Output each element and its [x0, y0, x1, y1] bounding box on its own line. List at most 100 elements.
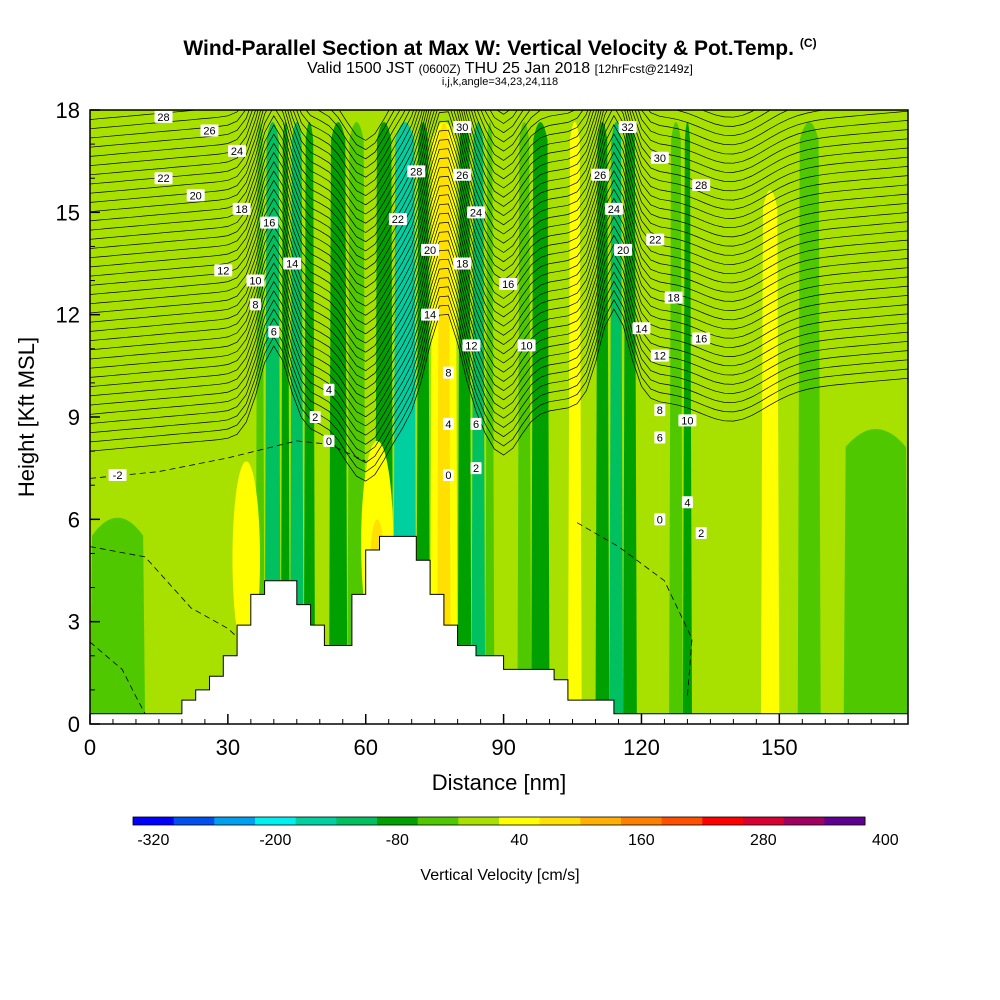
x-tick-label-3: 90: [491, 735, 515, 760]
theta-contour-2: [90, 289, 908, 464]
svg-text:16: 16: [502, 279, 514, 291]
svg-text:12: 12: [654, 351, 666, 363]
svg-text:26: 26: [594, 170, 606, 182]
theta-label-19: 24: [467, 206, 486, 219]
colorbar-swatch-5: [336, 817, 378, 825]
svg-text:8: 8: [252, 299, 258, 311]
velocity-band-25: [797, 122, 821, 724]
theta-label-25: 12: [462, 339, 481, 352]
colorbar-swatch-9: [499, 817, 541, 825]
svg-text:28: 28: [157, 112, 169, 124]
theta-label-44: 10: [678, 414, 697, 427]
theta-contour-24: [90, 110, 908, 261]
velocity-band-26: [843, 429, 908, 724]
colorbar-tick-0: -320: [137, 832, 169, 849]
y-tick-label-3: 9: [68, 405, 80, 430]
svg-text:20: 20: [190, 190, 202, 202]
theta-label-32: 32: [618, 121, 637, 134]
colorbar-swatch-17: [824, 817, 866, 825]
colorbar-tick-4: 160: [628, 832, 655, 849]
theta-label-39: 18: [664, 291, 683, 305]
svg-text:22: 22: [157, 173, 169, 185]
velocity-band-7: [347, 122, 366, 724]
velocity-band-24: [760, 190, 780, 724]
svg-text:6: 6: [473, 419, 479, 431]
svg-text:22: 22: [392, 214, 404, 226]
theta-contour-8: [90, 234, 908, 408]
svg-text:14: 14: [635, 323, 647, 335]
svg-text:6: 6: [271, 327, 277, 339]
svg-text:26: 26: [456, 170, 468, 182]
terrain-profile: [90, 535, 908, 724]
colorbar-swatch-8: [458, 817, 500, 825]
forecast-info: [12hrFcst@2149z]: [594, 62, 693, 76]
theta-contour-6: [90, 252, 908, 427]
terrain: [90, 535, 908, 724]
colorbar-swatch-12: [621, 817, 663, 825]
valid-time: Valid 1500 JST: [307, 60, 415, 77]
theta-label-27: 8: [442, 366, 454, 380]
svg-text:24: 24: [608, 204, 620, 216]
colorbar-swatch-0: [133, 817, 175, 825]
theta-label-3: 22: [154, 172, 173, 185]
colorbar-tick-6: 400: [872, 832, 899, 849]
svg-text:4: 4: [326, 385, 332, 397]
theta-contour-16: [90, 160, 908, 335]
y-tick-label-5: 15: [56, 200, 80, 225]
y-tick-label-6: 18: [56, 98, 80, 123]
svg-text:16: 16: [695, 334, 707, 346]
theta-label-12: 4: [323, 383, 335, 397]
theta-label-33: 30: [650, 151, 669, 165]
chart-subtitle: Valid 1500 JST (0600Z) THU 25 Jan 2018 […: [0, 60, 1000, 78]
svg-text:14: 14: [424, 310, 436, 322]
svg-text:8: 8: [445, 368, 451, 380]
y-tick-label-1: 3: [68, 610, 80, 635]
colorbar-swatch-13: [661, 817, 703, 825]
theta-label-10: 8: [249, 298, 261, 311]
colorbar-swatch-1: [173, 817, 215, 825]
colorbar-swatch-6: [377, 817, 419, 825]
theta-contour-20: [90, 124, 908, 298]
theta-label-28: 4: [442, 417, 454, 431]
potential-temperature-contours: [90, 110, 908, 714]
svg-text:2: 2: [698, 528, 704, 540]
svg-text:12: 12: [217, 265, 229, 277]
theta-label-17: 28: [407, 165, 426, 178]
theta-contour-12: [90, 197, 908, 372]
svg-text:4: 4: [684, 497, 690, 509]
svg-text:24: 24: [231, 146, 243, 158]
theta-contour-31: [90, 110, 789, 197]
colorbar-swatch-14: [702, 817, 744, 825]
theta-contour-7: [90, 243, 908, 418]
theta-contour-14: [90, 179, 908, 353]
theta-contour-29: [90, 110, 908, 215]
theta-contour-37: [90, 110, 511, 141]
svg-text:12: 12: [465, 340, 477, 352]
theta-label-35: 26: [591, 168, 610, 182]
velocity-band-18: [567, 122, 582, 724]
theta-label-26: 10: [517, 339, 536, 352]
colorbar-swatch-15: [743, 817, 785, 825]
svg-text:0: 0: [445, 470, 451, 482]
theta-contour-10: [90, 216, 908, 390]
svg-text:24: 24: [470, 207, 482, 219]
theta-label-38: 20: [614, 243, 633, 257]
theta-dashed-contour-0: [90, 440, 366, 479]
theta-label-46: 4: [681, 496, 693, 509]
grid-info: i,j,k,angle=34,23,24,118: [441, 76, 559, 88]
x-tick-label-5: 150: [761, 735, 798, 760]
x-axis-label: Distance [nm]: [432, 770, 567, 795]
velocity-band-22: [669, 122, 683, 724]
velocity-band-17: [531, 122, 550, 724]
theta-label-11: 6: [268, 325, 280, 339]
theta-label-40: 14: [632, 322, 651, 335]
svg-text:20: 20: [424, 245, 436, 257]
utc-time: (0600Z): [418, 62, 461, 76]
theta-label-24: 14: [421, 308, 440, 322]
y-tick-label-4: 12: [56, 303, 80, 328]
vertical-velocity-field: [90, 110, 908, 724]
colorbar-swatch-10: [539, 817, 581, 825]
theta-label-41: 16: [692, 332, 711, 346]
